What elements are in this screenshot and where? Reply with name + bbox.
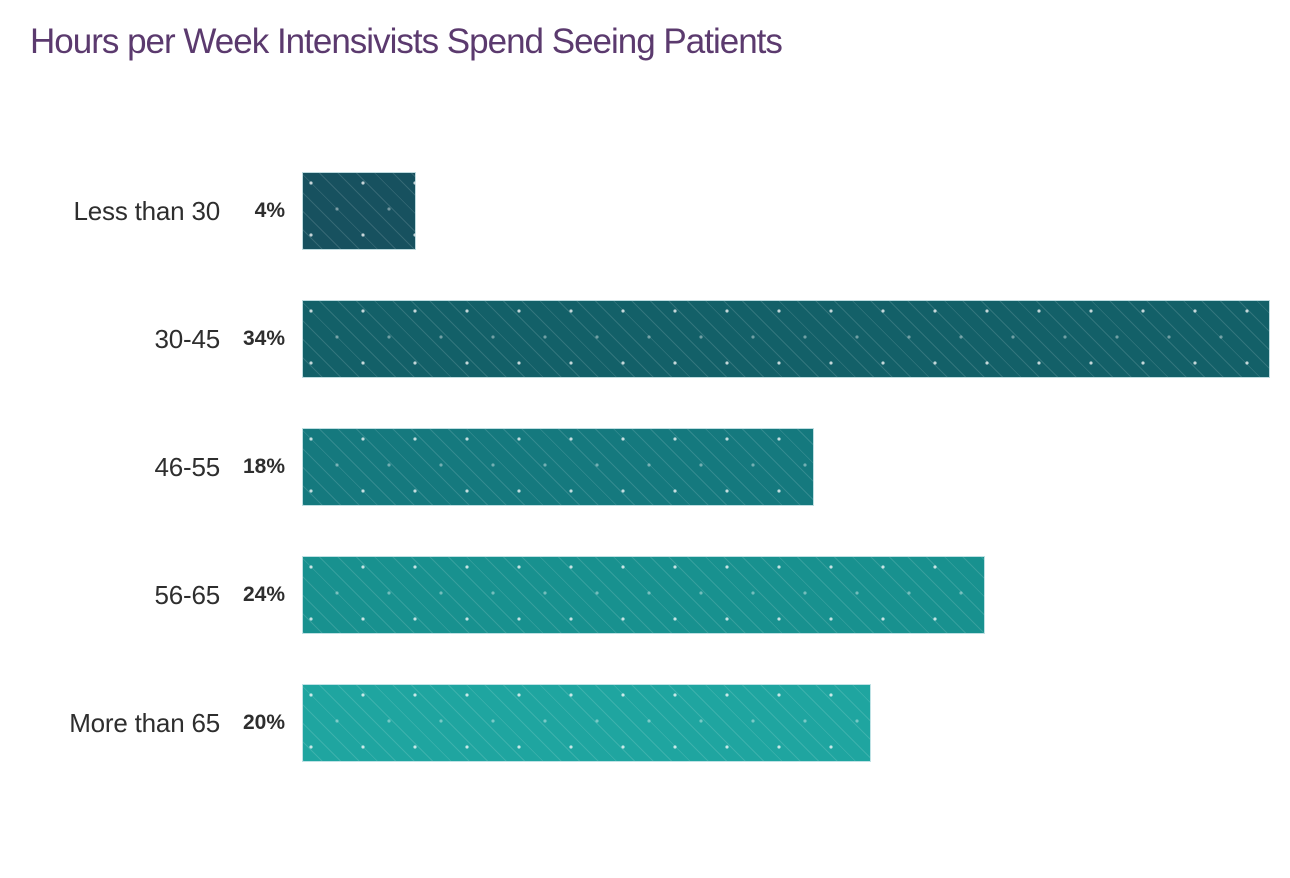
value-label: 18% <box>242 455 285 478</box>
category-label: 46-55 <box>154 451 221 482</box>
value-label: 34% <box>242 327 285 350</box>
value-label: 24% <box>242 583 285 606</box>
bar <box>302 556 985 634</box>
bar <box>302 428 814 506</box>
bar-row: More than 65 20% <box>0 684 1290 762</box>
category-label: 56-65 <box>154 579 221 610</box>
category-label: 30-45 <box>154 323 221 354</box>
row-labels: More than 65 20% <box>0 708 302 739</box>
bar-row: 30-45 34% <box>0 300 1290 378</box>
row-labels: 46-55 18% <box>0 452 302 483</box>
row-labels: 56-65 24% <box>0 580 302 611</box>
bar-row: 46-55 18% <box>0 428 1290 506</box>
row-labels: 30-45 34% <box>0 324 302 355</box>
category-label: Less than 30 <box>73 195 221 226</box>
value-label: 20% <box>242 711 285 734</box>
value-label: 4% <box>254 199 285 222</box>
bar-row: Less than 30 4% <box>0 172 1290 250</box>
bar <box>302 684 871 762</box>
category-label: More than 65 <box>69 707 220 738</box>
row-labels: Less than 30 4% <box>0 196 302 227</box>
bar <box>302 172 416 250</box>
bar-row: 56-65 24% <box>0 556 1290 634</box>
bar <box>302 300 1270 378</box>
chart-title: Hours per Week Intensivists Spend Seeing… <box>30 22 783 61</box>
